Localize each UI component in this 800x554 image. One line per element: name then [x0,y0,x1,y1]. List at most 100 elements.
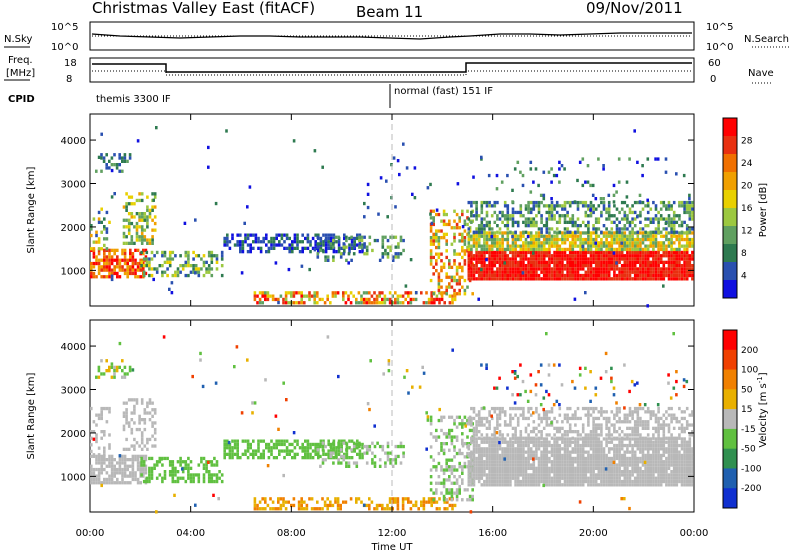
nsky-tick-bottom: 10^0 [51,42,78,53]
range-gate-cell [571,257,575,261]
range-gate-cell [685,466,689,470]
range-gate-cell [602,254,606,258]
range-gate-cell [667,273,671,278]
range-gate-cell [542,463,546,467]
range-gate-cell [618,254,621,258]
range-gate-cell [501,460,504,464]
range-gate-cell [665,204,668,208]
range-gate-cell [480,244,484,248]
range-gate-cell [442,478,446,482]
range-gate-cell [670,267,673,271]
range-gate-cell [506,267,510,271]
range-gate-cell [639,443,642,448]
range-gate-cell [631,250,634,255]
range-gate-cell [450,468,454,472]
range-gate-cell [522,456,525,461]
range-gate-cell [667,483,671,487]
range-gate-cell [440,269,443,273]
range-gate-cell [685,250,689,255]
range-gate-cell [152,198,155,202]
range-gate-cell [625,180,629,184]
range-gate-cell [516,453,520,458]
range-gate-cell [524,204,528,208]
range-gate-cell [574,244,577,248]
range-gate-cell [485,241,489,245]
range-gate-cell [615,453,619,458]
range-gate-cell [350,456,354,460]
range-gate-cell [535,437,538,441]
range-gate-cell [123,372,127,376]
range-gate-cell [146,404,149,409]
range-gate-cell [253,294,257,298]
range-gate-cell [142,458,145,462]
range-gate-cell [594,234,598,238]
range-gate-cell [435,262,438,266]
range-gate-cell [587,241,590,245]
range-gate-cell [327,439,330,443]
range-gate-cell [636,230,640,234]
range-gate-cell [568,273,572,278]
range-gate-cell [503,264,507,268]
range-gate-cell [327,442,330,447]
range-gate-cell [644,473,647,477]
range-gate-cell [665,466,668,470]
range-gate-cell [118,261,122,266]
range-gate-cell [324,458,327,462]
range-gate-cell [516,254,520,258]
range-gate-cell [615,267,619,271]
range-gate-cell [613,483,616,487]
range-gate-cell [451,294,454,298]
range-gate-cell [97,365,101,369]
range-gate-cell [683,231,686,235]
range-gate-cell [475,217,478,221]
range-gate-cell [501,483,504,487]
range-gate-cell [121,252,124,256]
range-gate-cell [563,437,567,441]
range-gate-cell [602,234,606,238]
range-gate-cell [435,435,438,439]
range-gate-cell [309,446,312,450]
range-gate-cell [576,473,580,477]
range-gate-cell [472,466,476,470]
range-gate-cell [675,463,679,467]
range-gate-cell [323,503,327,508]
range-gate-cell [310,294,314,298]
range-gate-cell [688,473,692,477]
range-gate-cell [440,297,444,302]
range-gate-cell [485,456,489,461]
range-gate-cell [576,483,580,487]
range-gate-cell [455,425,459,429]
range-gate-cell [542,440,546,444]
range-gate-cell [223,243,226,247]
range-gate-cell [396,497,400,501]
range-gate-cell [437,451,441,456]
range-gate-cell [552,173,556,178]
range-gate-cell [566,443,569,448]
range-gate-cell [259,456,263,460]
range-gate-cell [576,463,580,467]
range-gate-cell [470,247,473,252]
range-gate-cell [691,227,694,231]
range-gate-cell [133,408,136,412]
range-gate-cell [136,261,140,266]
range-gate-cell [291,442,294,447]
range-gate-cell [646,270,650,274]
range-gate-cell [535,270,538,274]
range-gate-cell [574,264,577,268]
range-gate-cell [148,476,151,480]
range-gate-cell [545,456,549,461]
range-gate-cell [100,230,103,234]
range-gate-cell [262,236,265,241]
range-gate-cell [488,231,491,235]
range-gate-cell [519,231,523,235]
range-gate-cell [472,200,476,205]
range-gate-cell [527,273,530,278]
range-gate-cell [432,222,435,227]
range-gate-cell [662,479,666,484]
range-gate-cell [519,479,523,484]
range-gate-cell [116,261,119,266]
range-gate-cell [139,454,142,458]
range-gate-cell [92,252,96,256]
range-gate-cell [113,365,116,369]
range-gate-cell [455,481,459,485]
